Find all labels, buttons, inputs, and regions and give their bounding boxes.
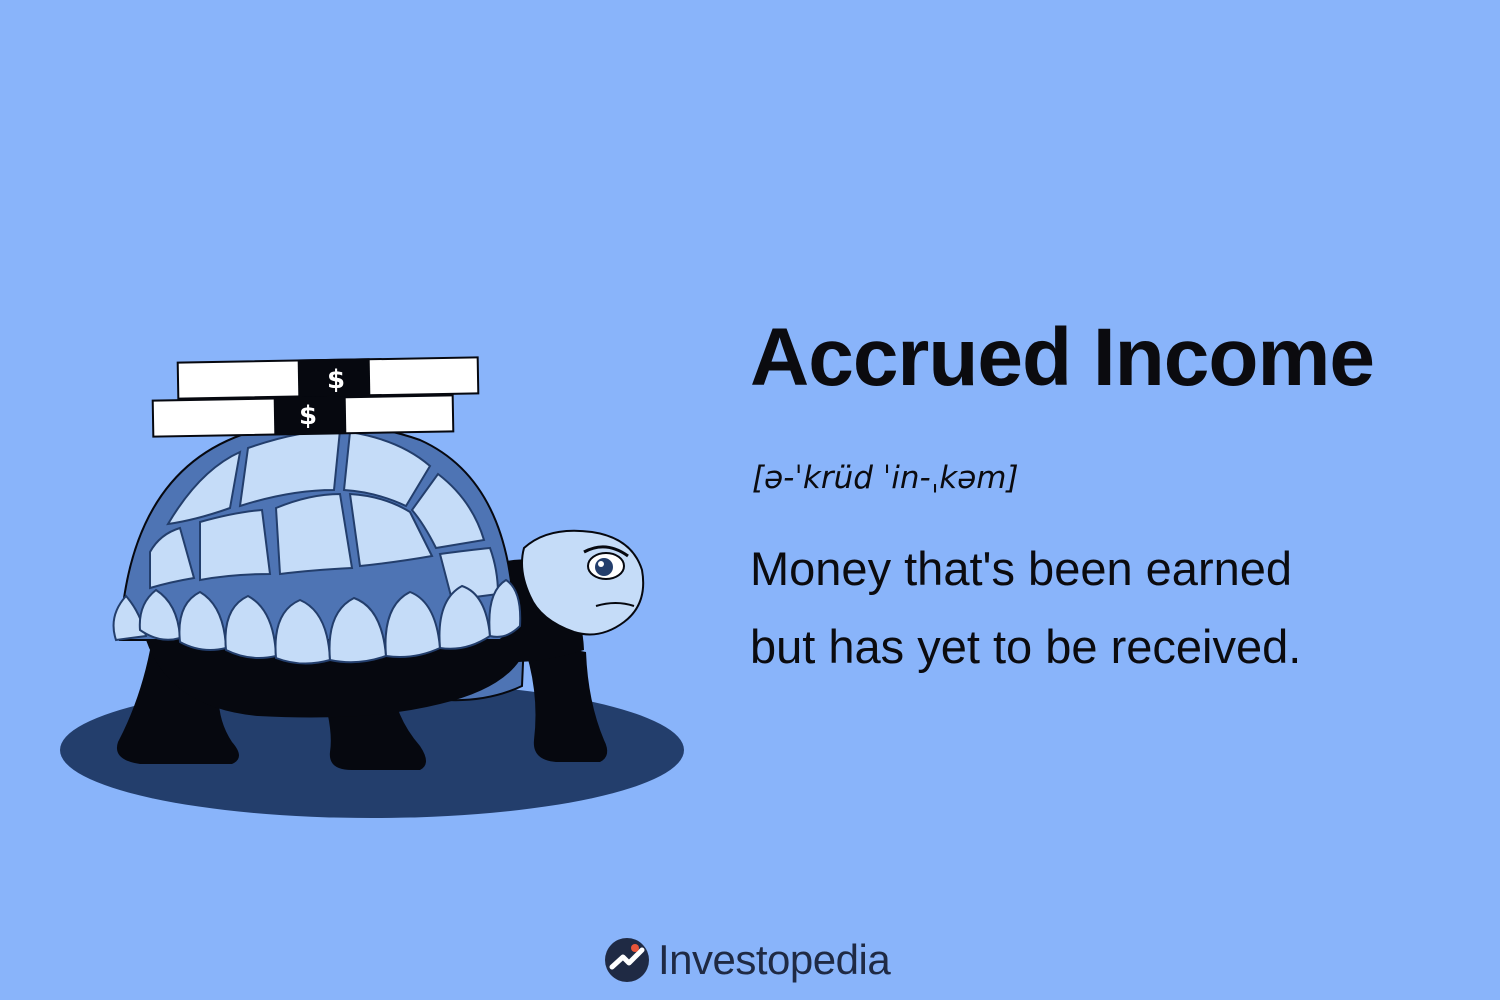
dollar-symbol: $ — [299, 401, 317, 431]
pronunciation: [ə-ˈkrüd ˈin-ˌkəm] — [752, 460, 1019, 496]
turtle-front-leg — [522, 640, 608, 762]
money-band-top: $ — [176, 356, 480, 400]
investopedia-logo-icon — [605, 938, 649, 982]
term-title: Accrued Income — [750, 312, 1375, 403]
shell-scutes — [149, 428, 500, 602]
dollar-symbol: $ — [327, 365, 345, 395]
turtle-eye — [583, 545, 629, 580]
brand-name: Investopedia — [658, 936, 891, 983]
turtle-mouth — [595, 602, 635, 607]
definition-line: Money that's been earned — [750, 542, 1293, 595]
money-band-bottom: $ — [151, 394, 455, 438]
brand-footer: Investopedia — [604, 932, 891, 988]
shell-rim — [112, 578, 522, 665]
money-stack: $ $ — [151, 356, 480, 438]
turtle-illustration: $ $ — [60, 356, 684, 818]
definition: Money that's been earned but has yet to … — [750, 530, 1470, 686]
turtle-icon: $ $ — [112, 356, 645, 770]
definition-line: but has yet to be received. — [750, 620, 1302, 673]
